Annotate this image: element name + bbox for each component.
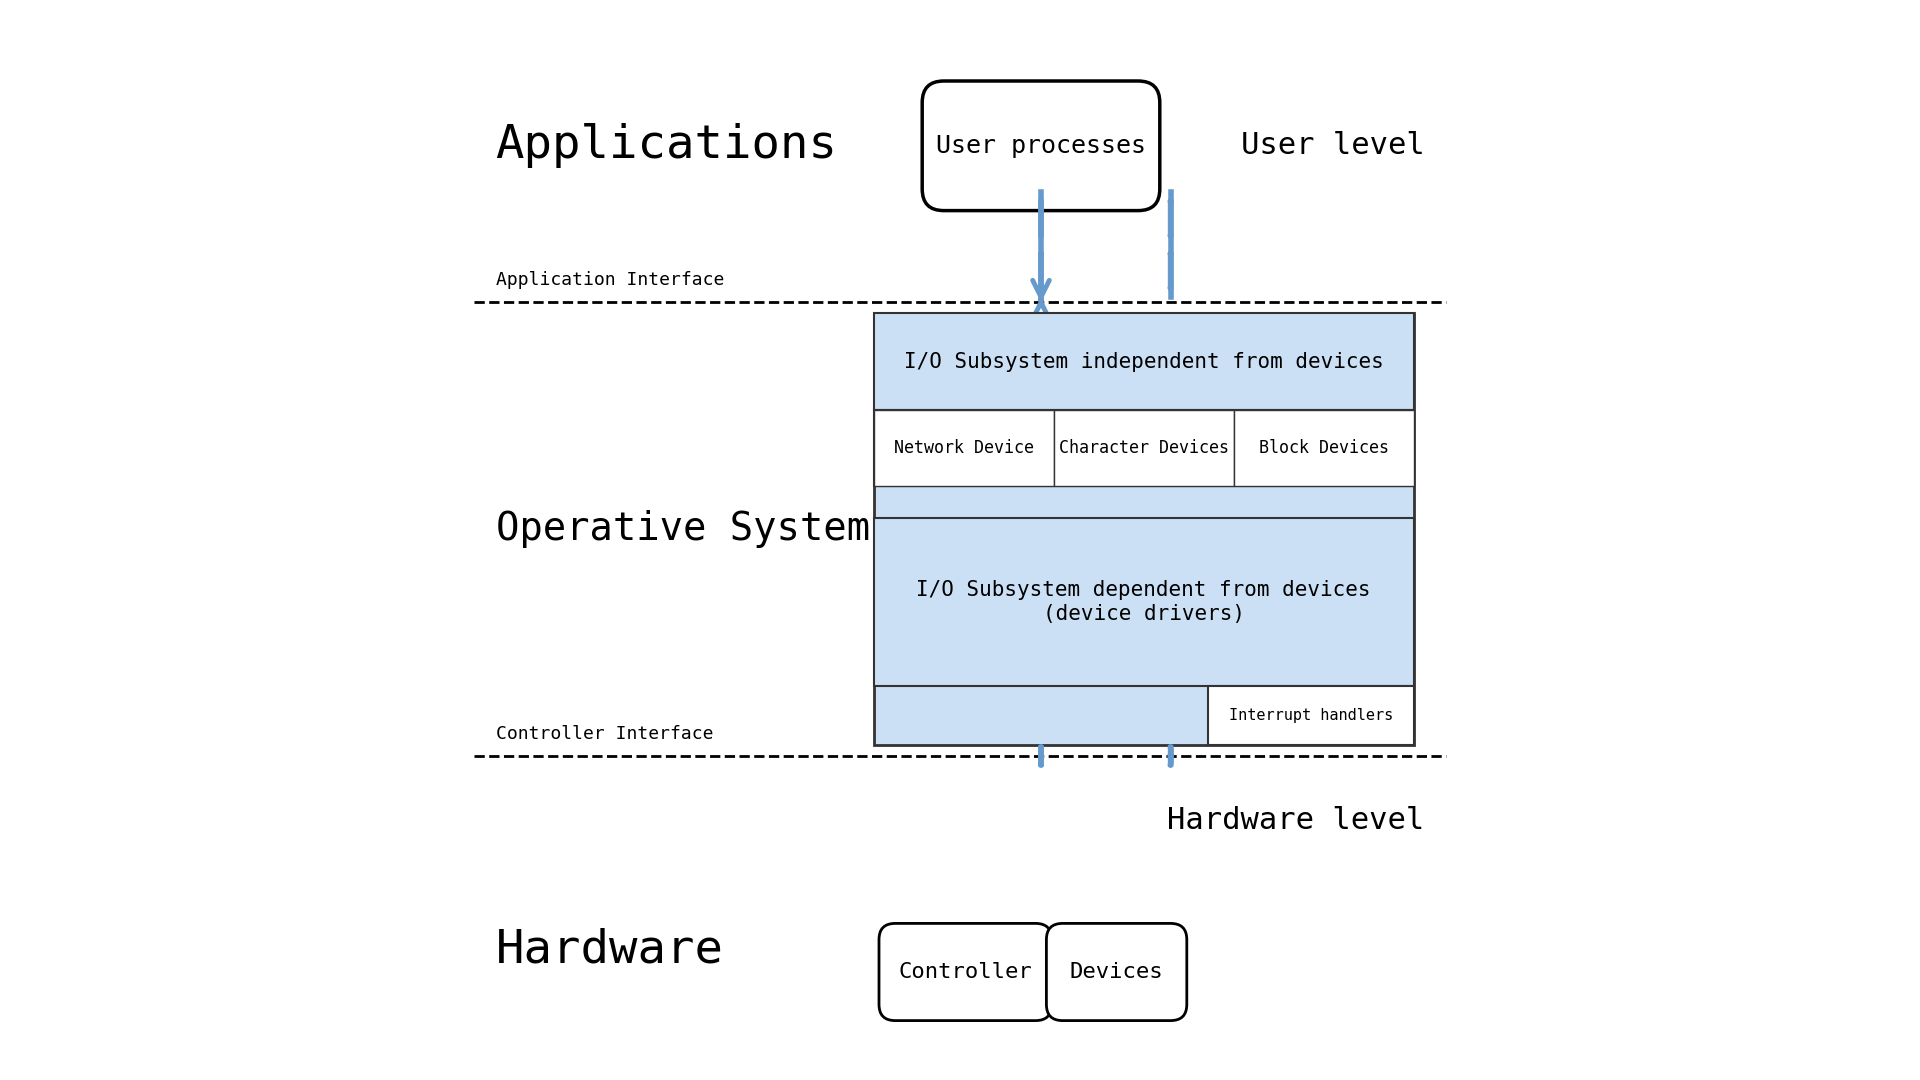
Text: Interrupt handlers: Interrupt handlers (1229, 708, 1394, 723)
FancyBboxPatch shape (874, 313, 1413, 745)
FancyBboxPatch shape (879, 923, 1052, 1021)
Text: Applications: Applications (495, 123, 837, 168)
Text: User processes: User processes (937, 134, 1146, 158)
FancyBboxPatch shape (1233, 410, 1413, 486)
FancyBboxPatch shape (922, 81, 1160, 211)
FancyBboxPatch shape (1208, 686, 1413, 745)
FancyBboxPatch shape (874, 313, 1413, 410)
Text: Network Device: Network Device (893, 440, 1033, 457)
FancyBboxPatch shape (874, 410, 1054, 486)
Text: Controller: Controller (899, 962, 1033, 982)
Text: Character Devices: Character Devices (1058, 440, 1229, 457)
Text: Hardware: Hardware (495, 928, 724, 973)
FancyBboxPatch shape (874, 410, 1413, 486)
Text: Controller Interface: Controller Interface (495, 725, 712, 743)
FancyBboxPatch shape (1046, 923, 1187, 1021)
Text: Block Devices: Block Devices (1260, 440, 1388, 457)
Text: Operative System: Operative System (495, 510, 870, 549)
Text: I/O Subsystem dependent from devices
(device drivers): I/O Subsystem dependent from devices (de… (916, 581, 1371, 624)
FancyBboxPatch shape (1054, 410, 1233, 486)
FancyBboxPatch shape (874, 518, 1413, 686)
Text: User level: User level (1240, 132, 1425, 160)
Text: I/O Subsystem independent from devices: I/O Subsystem independent from devices (904, 352, 1384, 372)
Text: Devices: Devices (1069, 962, 1164, 982)
Text: Application Interface: Application Interface (495, 271, 724, 289)
Text: Hardware level: Hardware level (1167, 807, 1425, 835)
